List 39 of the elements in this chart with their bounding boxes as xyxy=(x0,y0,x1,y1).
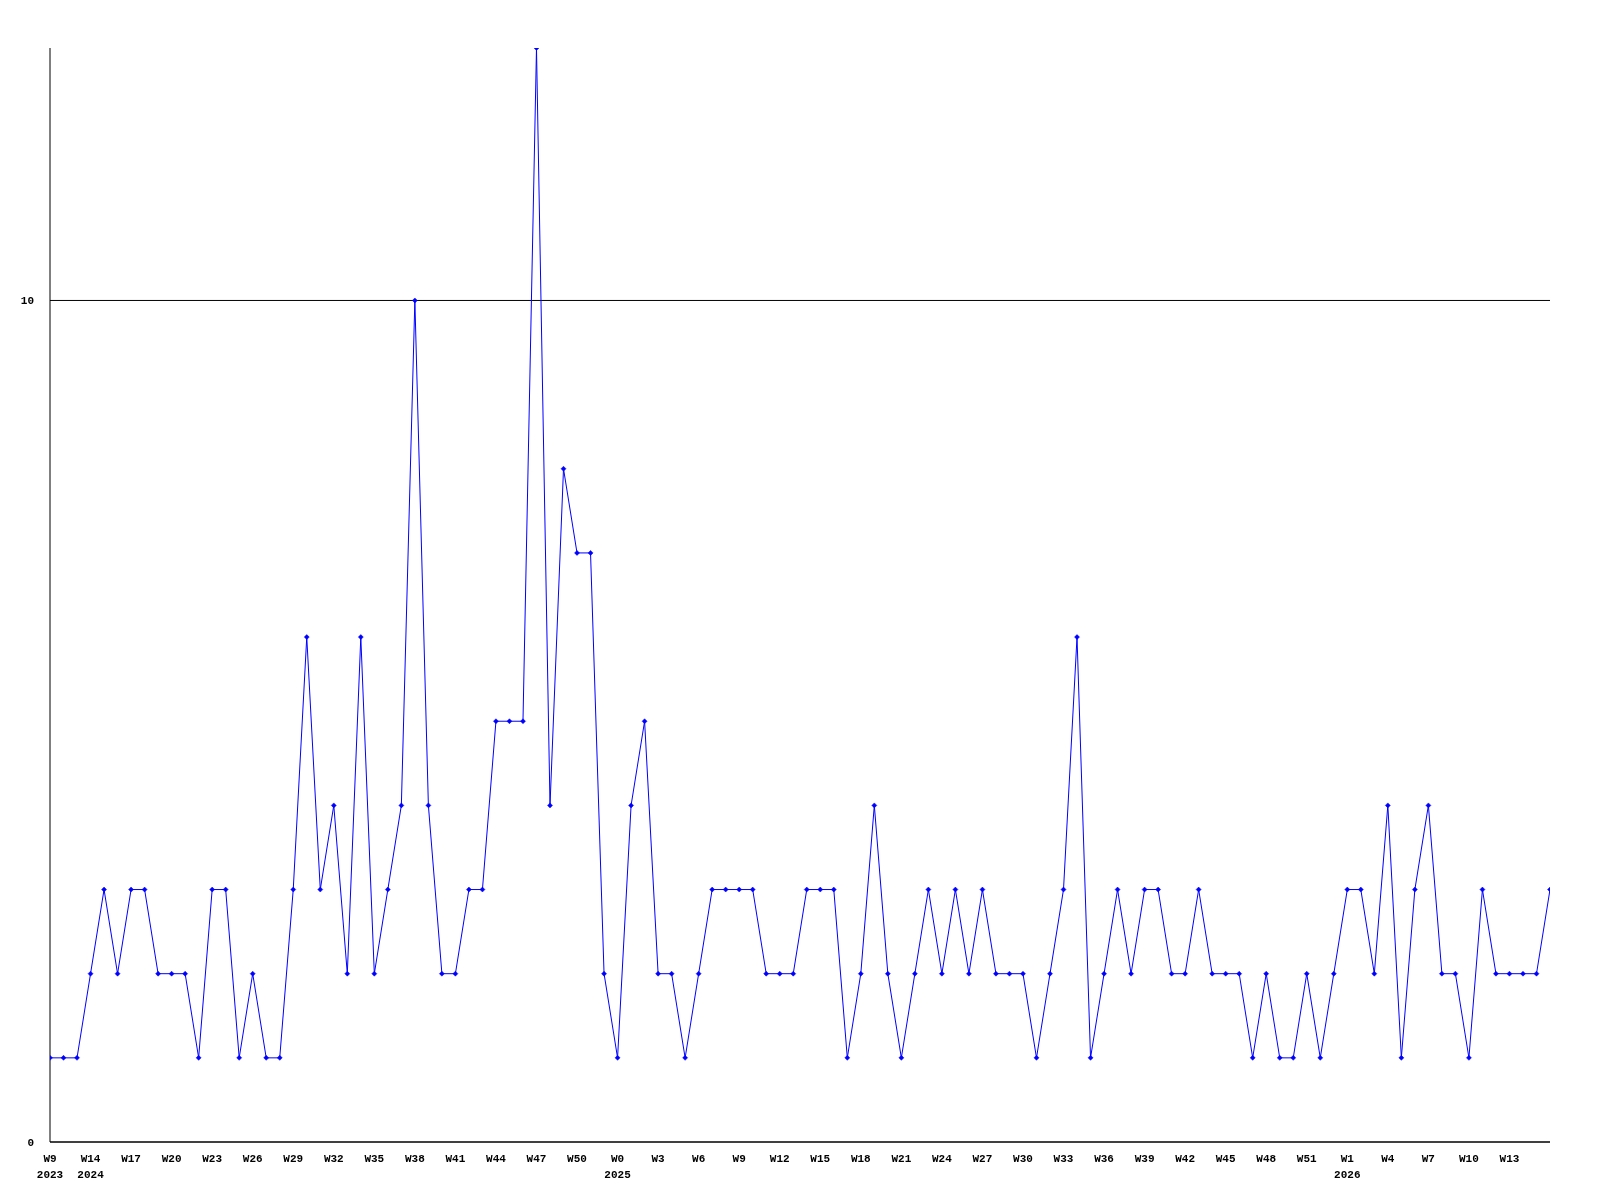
x-tick-label: W30 xyxy=(1013,1153,1033,1165)
x-tick-label: W35 xyxy=(364,1153,385,1165)
x-tick-label: W12 xyxy=(769,1153,790,1165)
x-tick-label: W23 xyxy=(202,1153,223,1165)
x-tick-label: W45 xyxy=(1215,1153,1236,1165)
y-tick-label: 0 xyxy=(27,1137,34,1149)
x-tick-label: W21 xyxy=(891,1153,912,1165)
x-tick-label: W42 xyxy=(1175,1153,1196,1165)
x-tick-label: W18 xyxy=(850,1153,872,1165)
x-tick-label: W0 2025 xyxy=(604,1153,632,1181)
x-tick-label: W10 xyxy=(1459,1153,1479,1165)
x-tick-label: W15 xyxy=(810,1153,831,1165)
x-tick-label: W39 xyxy=(1134,1153,1155,1165)
x-tick-label: W27 xyxy=(972,1153,993,1165)
x-tick-label: W20 xyxy=(161,1153,182,1165)
x-tick-label: W14 2024 xyxy=(77,1153,105,1181)
x-tick-label: W51 xyxy=(1296,1153,1318,1165)
x-tick-label: W7 xyxy=(1421,1153,1435,1165)
x-tick-label: W36 xyxy=(1094,1153,1114,1165)
x-tick-label: W44 xyxy=(486,1153,507,1165)
x-tick-label: W50 xyxy=(567,1153,587,1165)
x-tick-label: W32 xyxy=(323,1153,344,1165)
x-tick-label: W17 xyxy=(121,1153,141,1165)
x-tick-label: W26 xyxy=(242,1153,263,1165)
x-tick-label: W13 xyxy=(1499,1153,1520,1165)
x-tick-label: W48 xyxy=(1256,1153,1277,1165)
x-tick-label: W9 2023 xyxy=(36,1153,64,1181)
x-tick-label: W38 xyxy=(404,1153,426,1165)
x-tick-label: W33 xyxy=(1053,1153,1074,1165)
x-tick-label: W3 xyxy=(651,1153,666,1165)
y-tick-label: 10 xyxy=(20,295,34,308)
x-tick-label: W24 xyxy=(931,1153,953,1165)
x-tick-label: W29 xyxy=(283,1153,304,1165)
x-tick-label: W9 xyxy=(732,1153,746,1165)
x-tick-label: W47 xyxy=(526,1153,547,1165)
x-tick-label: W6 xyxy=(692,1153,706,1165)
x-tick-label: W1 2026 xyxy=(1334,1153,1361,1181)
x-tick-label: W41 xyxy=(445,1153,466,1165)
x-tick-label: W4 xyxy=(1381,1153,1395,1165)
